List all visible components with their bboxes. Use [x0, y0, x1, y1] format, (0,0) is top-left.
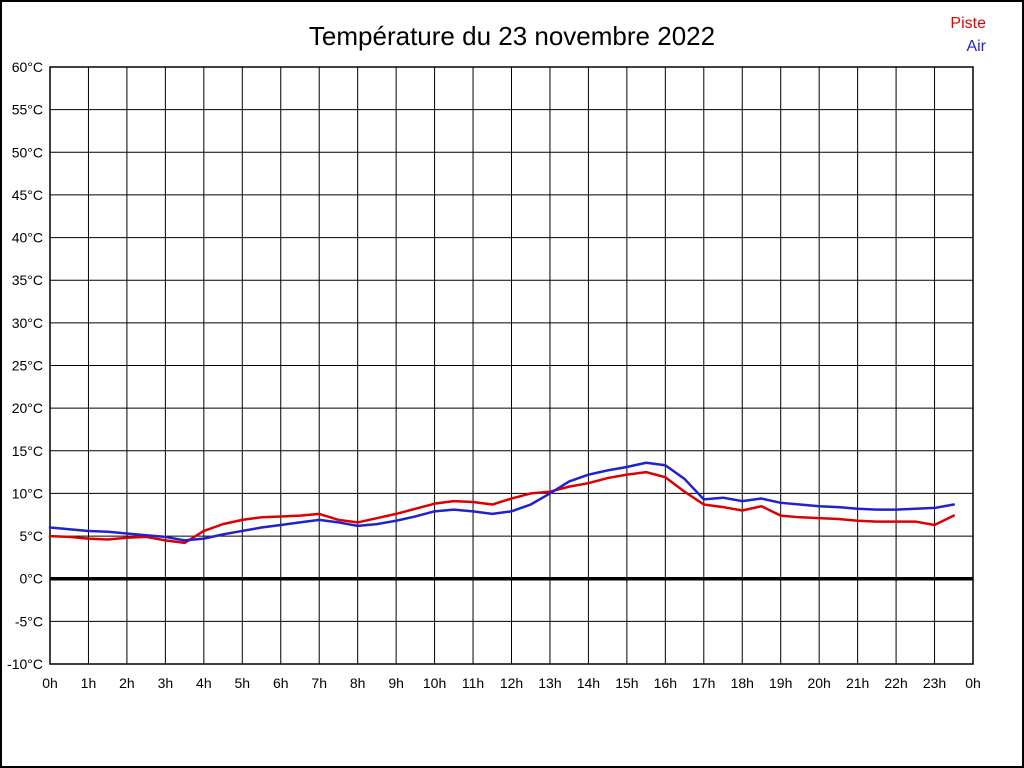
- y-tick-label: -5°C: [15, 613, 43, 629]
- legend: Piste Air: [950, 12, 986, 58]
- y-tick-label: 5°C: [20, 528, 44, 544]
- y-tick-label: 30°C: [12, 315, 43, 331]
- y-tick-label: 25°C: [12, 358, 43, 374]
- x-tick-label: 10h: [423, 675, 446, 691]
- x-tick-label: 21h: [846, 675, 869, 691]
- y-tick-label: 10°C: [12, 485, 43, 501]
- x-tick-label: 16h: [654, 675, 677, 691]
- plot-frame: [49, 66, 974, 665]
- piste-temperature-line: [48, 470, 956, 545]
- x-tick-label: 19h: [769, 675, 792, 691]
- legend-item-piste: Piste: [950, 12, 986, 35]
- x-tick-label: 4h: [196, 675, 212, 691]
- y-tick-label: -10°C: [7, 656, 43, 672]
- legend-item-air: Air: [950, 35, 986, 58]
- x-tick-label: 17h: [692, 675, 715, 691]
- y-tick-label: 20°C: [12, 400, 43, 416]
- x-tick-label: 12h: [500, 675, 523, 691]
- x-tick-label: 0h: [42, 675, 58, 691]
- air-temperature-line: [48, 461, 956, 542]
- y-tick-label: 45°C: [12, 187, 43, 203]
- y-tick-label: 35°C: [12, 272, 43, 288]
- x-tick-label: 22h: [884, 675, 907, 691]
- x-tick-label: 6h: [273, 675, 289, 691]
- y-tick-label: 60°C: [12, 59, 43, 75]
- x-tick-label: 5h: [235, 675, 251, 691]
- x-tick-label: 8h: [350, 675, 366, 691]
- x-tick-label: 14h: [577, 675, 600, 691]
- x-tick-label: 9h: [388, 675, 404, 691]
- x-tick-label: 11h: [462, 675, 484, 691]
- y-tick-label: 50°C: [12, 144, 43, 160]
- y-tick-label: 55°C: [12, 102, 43, 118]
- x-tick-label: 20h: [807, 675, 830, 691]
- legend-air-label: Air: [966, 38, 986, 55]
- x-tick-label: 23h: [923, 675, 946, 691]
- x-tick-label: 7h: [311, 675, 327, 691]
- y-tick-label: 15°C: [12, 443, 43, 459]
- x-tick-label: 1h: [81, 675, 97, 691]
- x-tick-label: 0h: [965, 675, 981, 691]
- chart-title: Température du 23 novembre 2022: [308, 21, 716, 51]
- x-tick-label: 15h: [615, 675, 638, 691]
- y-tick-label: 0°C: [20, 571, 44, 587]
- x-tick-label: 18h: [731, 675, 754, 691]
- x-tick-label: 3h: [158, 675, 174, 691]
- y-tick-label: 40°C: [12, 230, 43, 246]
- x-tick-label: 2h: [119, 675, 135, 691]
- x-tick-label: 13h: [538, 675, 561, 691]
- legend-piste-label: Piste: [950, 15, 986, 32]
